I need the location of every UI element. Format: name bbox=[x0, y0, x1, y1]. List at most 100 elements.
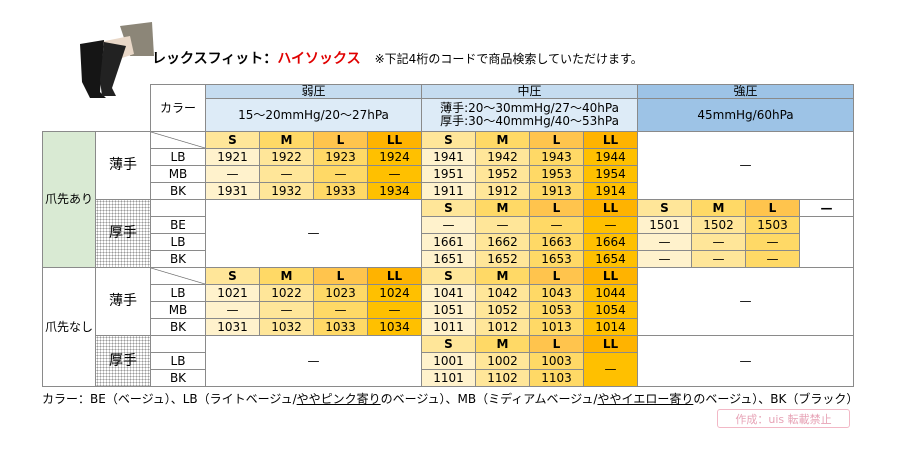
color-code: MB bbox=[150, 301, 206, 319]
size: LL bbox=[367, 267, 422, 285]
size: M bbox=[691, 199, 746, 217]
color-code: BK bbox=[150, 182, 206, 200]
product-code: 1102 bbox=[475, 369, 530, 387]
size: — bbox=[799, 199, 854, 217]
product-code: 1012 bbox=[475, 318, 530, 336]
product-code: 1014 bbox=[583, 318, 638, 336]
weight: 薄手 bbox=[95, 267, 151, 336]
product-code: 1023 bbox=[313, 284, 368, 302]
color-corner bbox=[150, 267, 206, 285]
product-code: 1041 bbox=[421, 284, 476, 302]
product-code: 1651 bbox=[421, 250, 476, 268]
pressure-range: 45mmHg/60hPa bbox=[637, 98, 854, 132]
color-code: LB bbox=[150, 284, 206, 302]
product-code: — bbox=[205, 165, 260, 183]
product-code: 1042 bbox=[475, 284, 530, 302]
product-code: — bbox=[421, 216, 476, 234]
product-code: 1922 bbox=[259, 148, 314, 166]
product-code: 1943 bbox=[529, 148, 584, 166]
product-code: — bbox=[205, 301, 260, 319]
pressure-range: 15〜20mmHg/20〜27hPa bbox=[205, 98, 422, 132]
footer-part: ややイエロー寄り bbox=[597, 392, 694, 406]
product-code: 1044 bbox=[583, 284, 638, 302]
size: L bbox=[529, 199, 584, 217]
product-code: 1933 bbox=[313, 182, 368, 200]
size: S bbox=[205, 267, 260, 285]
size: L bbox=[745, 199, 800, 217]
pressure-name: 弱圧 bbox=[205, 84, 422, 99]
product-code: 1932 bbox=[259, 182, 314, 200]
product-code: 1024 bbox=[367, 284, 422, 302]
empty-block: — bbox=[205, 199, 422, 268]
product-code: — bbox=[475, 216, 530, 234]
range-line: 薄手:20〜30mmHg/27〜40hPa bbox=[440, 101, 619, 115]
product-code: 1052 bbox=[475, 301, 530, 319]
product-code: 1034 bbox=[367, 318, 422, 336]
pressure-name: 強圧 bbox=[637, 84, 854, 99]
product-code: 1652 bbox=[475, 250, 530, 268]
product-code: — bbox=[367, 301, 422, 319]
size: M bbox=[259, 131, 314, 149]
product-code: 1913 bbox=[529, 182, 584, 200]
color-code: BK bbox=[150, 369, 206, 387]
color-code: MB bbox=[150, 165, 206, 183]
size: S bbox=[421, 131, 476, 149]
product-code: — bbox=[691, 233, 746, 251]
product-code: 1654 bbox=[583, 250, 638, 268]
product-code: 1661 bbox=[421, 233, 476, 251]
product-code: 1951 bbox=[421, 165, 476, 183]
product-code: 1054 bbox=[583, 301, 638, 319]
size: M bbox=[259, 267, 314, 285]
product-code: 1502 bbox=[691, 216, 746, 234]
product-code: 1662 bbox=[475, 233, 530, 251]
product-code: 1002 bbox=[475, 352, 530, 370]
size: M bbox=[475, 267, 530, 285]
product-code: 1003 bbox=[529, 352, 584, 370]
product-code: — bbox=[745, 250, 800, 268]
product-code: 1051 bbox=[421, 301, 476, 319]
pressure-range: 薄手:20〜30mmHg/27〜40hPa 厚手:30〜40mmHg/40〜53h… bbox=[421, 98, 638, 132]
product-code: 1944 bbox=[583, 148, 638, 166]
note: ※下記4桁のコードで商品検索していただけます。 bbox=[374, 52, 643, 66]
product-code: 1914 bbox=[583, 182, 638, 200]
product-code: 1664 bbox=[583, 233, 638, 251]
section: 爪先なし bbox=[42, 267, 96, 387]
title: レックスフィット：ハイソックス ※下記4桁のコードで商品検索していただけます。 bbox=[152, 48, 643, 68]
product-code: 1923 bbox=[313, 148, 368, 166]
product-code: 1013 bbox=[529, 318, 584, 336]
size: S bbox=[637, 199, 692, 217]
title-highlight: ハイソックス bbox=[277, 51, 361, 67]
product-code: 1503 bbox=[745, 216, 800, 234]
footer-part: のベージュ）、MB（ミディアムベージュ/ bbox=[380, 392, 598, 406]
weight: 厚手 bbox=[95, 335, 151, 387]
product-code: 1103 bbox=[529, 369, 584, 387]
product-code: — bbox=[367, 165, 422, 183]
product-code: 1921 bbox=[205, 148, 260, 166]
product-code: — bbox=[637, 233, 692, 251]
product-code: 1911 bbox=[421, 182, 476, 200]
size: M bbox=[475, 131, 530, 149]
product-code: 1931 bbox=[205, 182, 260, 200]
product-code: 1952 bbox=[475, 165, 530, 183]
size: L bbox=[529, 267, 584, 285]
product-code: — bbox=[259, 301, 314, 319]
product-code: 1043 bbox=[529, 284, 584, 302]
color-code: BK bbox=[150, 250, 206, 268]
range-line: 厚手:30〜40mmHg/40〜53hPa bbox=[440, 114, 619, 128]
product-code: — bbox=[691, 250, 746, 268]
legs-photo bbox=[80, 22, 154, 98]
color-header: カラー bbox=[150, 84, 206, 132]
merged-code: — bbox=[583, 352, 638, 387]
title-text: レックスフィット： bbox=[152, 51, 278, 67]
section: 爪先あり bbox=[42, 131, 96, 268]
product-code: — bbox=[529, 216, 584, 234]
pressure-name: 中圧 bbox=[421, 84, 638, 99]
product-code: — bbox=[583, 216, 638, 234]
empty-block: — bbox=[637, 267, 854, 336]
footer: カラー：BE（ベージュ）、LB（ライトベージュ/ややピンク寄りのベージュ）、MB… bbox=[42, 390, 858, 407]
color-corner bbox=[150, 199, 206, 217]
product-code: 1031 bbox=[205, 318, 260, 336]
product-code: 1934 bbox=[367, 182, 422, 200]
product-code: — bbox=[313, 165, 368, 183]
